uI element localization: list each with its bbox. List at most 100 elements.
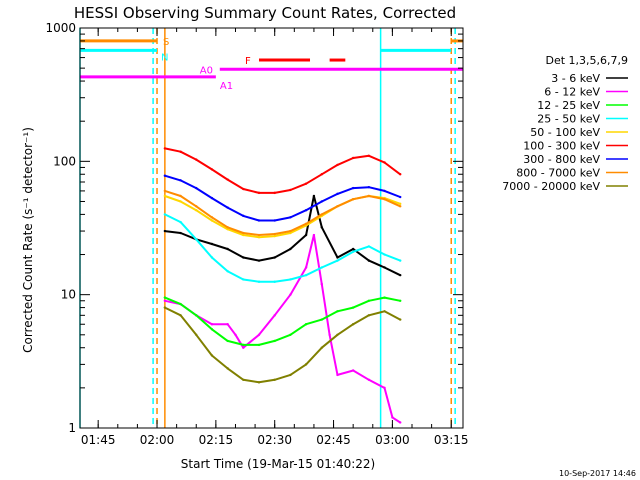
legend-label-2: 12 - 25 keV xyxy=(537,99,600,112)
series-5-point-8 xyxy=(289,188,292,192)
legend-label-4: 50 - 100 keV xyxy=(530,126,600,139)
series-3-point-4 xyxy=(226,269,229,273)
series-6-point-3 xyxy=(210,196,214,200)
series-8-point-13 xyxy=(367,314,371,317)
series-7-point-6 xyxy=(257,233,261,237)
series-2-point-12 xyxy=(351,306,355,309)
series-3-point-10 xyxy=(320,266,323,269)
annotation-label-s: S xyxy=(163,37,169,48)
series-6-point-11 xyxy=(336,192,339,196)
series-1-point-19 xyxy=(399,421,402,424)
series-6-point-2 xyxy=(195,186,198,190)
series-0-point-13 xyxy=(351,247,355,251)
series-2-point-8 xyxy=(289,333,292,337)
series-line-5 xyxy=(164,147,401,194)
legend-label-6: 300 - 800 keV xyxy=(523,153,600,166)
x-tick-label-4: 02:45 xyxy=(316,433,351,447)
series-4-point-8 xyxy=(289,231,292,235)
series-4-point-7 xyxy=(273,234,276,238)
series-2-point-1 xyxy=(179,302,182,306)
series-4-point-6 xyxy=(257,235,261,239)
series-3-point-5 xyxy=(242,278,245,281)
series-2-point-0 xyxy=(163,296,167,299)
series-line-7 xyxy=(164,189,401,236)
series-1-point-10 xyxy=(304,266,308,269)
series-6-point-10 xyxy=(320,200,323,203)
x-tick-label-1: 02:00 xyxy=(140,433,175,447)
series-6-point-5 xyxy=(242,214,245,218)
series-3-point-2 xyxy=(195,238,198,241)
series-2-point-5 xyxy=(242,343,245,347)
series-2-point-14 xyxy=(383,296,386,299)
x-tick-label-6: 03:15 xyxy=(434,433,469,447)
series-2-point-2 xyxy=(195,314,198,317)
series-6-point-8 xyxy=(289,216,292,219)
series-8-point-2 xyxy=(195,333,198,337)
x-axis-label: Start Time (19-Mar-15 01:40:22) xyxy=(181,457,375,471)
x-tick-label-0: 01:45 xyxy=(81,433,116,447)
series-2-point-4 xyxy=(226,339,229,343)
series-4-point-2 xyxy=(195,209,198,212)
series-0-point-11 xyxy=(320,226,323,229)
annotation-label-a1: A1 xyxy=(220,81,233,92)
legend-label-8: 7000 - 20000 keV xyxy=(502,180,600,193)
series-2-point-11 xyxy=(336,310,339,313)
series-8-point-3 xyxy=(210,354,214,357)
series-8-point-11 xyxy=(336,333,339,337)
series-1-point-9 xyxy=(289,293,292,296)
series-6-point-7 xyxy=(273,219,276,222)
series-6-point-15 xyxy=(399,195,402,199)
series-3-point-14 xyxy=(383,253,386,256)
footer-timestamp: 10-Sep-2017 14:46 xyxy=(559,469,636,478)
x-tick-label-5: 03:00 xyxy=(375,433,410,447)
series-6-point-0 xyxy=(163,174,167,177)
series-3-point-0 xyxy=(163,213,167,216)
series-6-point-6 xyxy=(257,219,261,222)
series-5-point-5 xyxy=(242,187,245,191)
series-1-point-12 xyxy=(320,282,323,286)
series-0-point-14 xyxy=(367,259,371,262)
series-0-point-7 xyxy=(273,256,276,259)
series-7-point-4 xyxy=(226,226,229,229)
series-4-point-5 xyxy=(242,233,245,237)
series-4-point-0 xyxy=(163,194,167,198)
series-7-point-13 xyxy=(367,194,371,198)
series-0-point-10 xyxy=(312,194,316,198)
vertical-markers xyxy=(79,28,456,428)
series-7-point-1 xyxy=(179,194,182,198)
plot-frame xyxy=(79,27,464,429)
series-line-8 xyxy=(164,306,401,384)
series-1-point-6 xyxy=(242,346,245,349)
series-5-point-1 xyxy=(179,150,182,153)
series-3-point-15 xyxy=(399,259,402,262)
series-5-point-4 xyxy=(226,178,229,181)
series-8-point-7 xyxy=(273,378,276,381)
series-1-point-17 xyxy=(383,386,386,390)
chart-title: HESSI Observing Summary Count Rates, Cor… xyxy=(74,4,456,22)
series-0-point-8 xyxy=(289,247,292,251)
series-3-point-8 xyxy=(289,278,292,281)
series-2-point-9 xyxy=(304,323,308,326)
series-7-point-5 xyxy=(242,231,245,235)
series-2-point-6 xyxy=(257,343,261,347)
series-8-point-6 xyxy=(257,381,261,384)
series-3-point-13 xyxy=(367,245,371,248)
series-5-point-2 xyxy=(195,158,198,161)
series-1-point-13 xyxy=(328,333,331,337)
series-1-point-3 xyxy=(210,323,214,326)
x-axis-ticks: 01:45 02:00 02:15 02:30 02:45 03:00 03:15 xyxy=(81,28,469,447)
series-5-point-12 xyxy=(351,156,355,160)
series-line-6 xyxy=(164,174,401,222)
legend-title: Det 1,3,5,6,7,9 xyxy=(545,54,628,67)
series-2-point-7 xyxy=(273,339,276,343)
series-6-point-9 xyxy=(304,209,308,212)
series-3-point-7 xyxy=(273,280,276,283)
series-8-point-1 xyxy=(179,314,182,317)
annotation-label-a0: A0 xyxy=(200,65,213,76)
y-axis-label: Corrected Count Rate (s⁻¹ detector⁻¹) xyxy=(21,127,35,353)
series-5-point-3 xyxy=(210,168,214,171)
series-0-point-3 xyxy=(210,242,214,246)
series-7-point-0 xyxy=(163,189,167,193)
series-4-point-15 xyxy=(399,202,402,206)
annotation-label-n: N xyxy=(161,52,168,63)
